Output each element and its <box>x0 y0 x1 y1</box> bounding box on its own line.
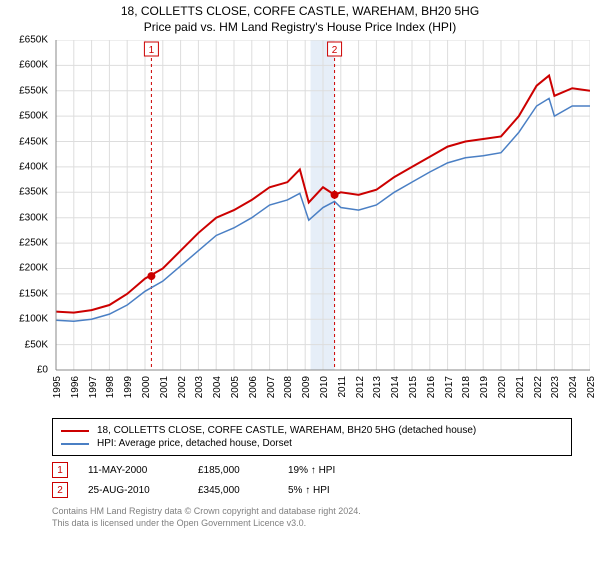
x-axis-tick-label: 2011 <box>337 376 348 398</box>
chart-title-block: 18, COLLETTS CLOSE, CORFE CASTLE, WAREHA… <box>0 4 600 34</box>
x-axis-tick-label: 2006 <box>248 376 259 398</box>
x-axis-tick-label: 1998 <box>105 376 116 398</box>
marker-date: 11-MAY-2000 <box>88 465 198 476</box>
y-axis-tick-label: £0 <box>0 365 48 376</box>
legend-item: 18, COLLETTS CLOSE, CORFE CASTLE, WAREHA… <box>61 425 563 436</box>
x-axis-tick-label: 2024 <box>568 376 579 398</box>
y-axis-tick-label: £550K <box>0 85 48 96</box>
x-axis-tick-label: 2000 <box>141 376 152 398</box>
y-axis-tick-label: £50K <box>0 339 48 350</box>
sale-marker-row: 1 11-MAY-2000£185,00019% ↑ HPI <box>52 462 572 478</box>
y-axis-tick-label: £200K <box>0 263 48 274</box>
x-axis-tick-label: 2021 <box>515 376 526 398</box>
x-axis-tick-label: 2003 <box>194 376 205 398</box>
legend: 18, COLLETTS CLOSE, CORFE CASTLE, WAREHA… <box>52 418 572 456</box>
legend-swatch <box>61 443 89 445</box>
legend-item: HPI: Average price, detached house, Dors… <box>61 438 563 449</box>
chart-area: 12 £0£50K£100K£150K£200K£250K£300K£350K£… <box>10 40 590 410</box>
x-axis-tick-label: 2009 <box>301 376 312 398</box>
line-chart-svg: 12 <box>10 40 590 410</box>
y-axis-tick-label: £450K <box>0 136 48 147</box>
footer-attribution: Contains HM Land Registry data © Crown c… <box>52 506 572 529</box>
x-axis-tick-label: 2017 <box>444 376 455 398</box>
x-axis-tick-label: 2008 <box>283 376 294 398</box>
svg-text:1: 1 <box>149 45 155 56</box>
footer-line-1: Contains HM Land Registry data © Crown c… <box>52 506 572 518</box>
legend-label: 18, COLLETTS CLOSE, CORFE CASTLE, WAREHA… <box>97 425 476 436</box>
y-axis-tick-label: £400K <box>0 161 48 172</box>
marker-delta: 19% ↑ HPI <box>288 465 398 476</box>
y-axis-tick-label: £600K <box>0 60 48 71</box>
marker-date: 25-AUG-2010 <box>88 485 198 496</box>
x-axis-tick-label: 2007 <box>266 376 277 398</box>
x-axis-tick-label: 2025 <box>586 376 597 398</box>
x-axis-tick-label: 2015 <box>408 376 419 398</box>
x-axis-tick-label: 2022 <box>533 376 544 398</box>
x-axis-tick-label: 2018 <box>461 376 472 398</box>
x-axis-tick-label: 2004 <box>212 376 223 398</box>
y-axis-tick-label: £300K <box>0 212 48 223</box>
x-axis-tick-label: 1995 <box>52 376 63 398</box>
x-axis-tick-label: 1997 <box>88 376 99 398</box>
x-axis-tick-label: 2014 <box>390 376 401 398</box>
legend-label: HPI: Average price, detached house, Dors… <box>97 438 292 449</box>
marker-delta: 5% ↑ HPI <box>288 485 398 496</box>
x-axis-tick-label: 2023 <box>550 376 561 398</box>
y-axis-tick-label: £250K <box>0 238 48 249</box>
x-axis-tick-label: 1996 <box>70 376 81 398</box>
marker-price: £185,000 <box>198 465 288 476</box>
y-axis-tick-label: £100K <box>0 314 48 325</box>
x-axis-tick-label: 2020 <box>497 376 508 398</box>
x-axis-tick-label: 2005 <box>230 376 241 398</box>
title-line-1: 18, COLLETTS CLOSE, CORFE CASTLE, WAREHA… <box>0 4 600 18</box>
marker-badge: 1 <box>52 462 68 478</box>
x-axis-tick-label: 2016 <box>426 376 437 398</box>
x-axis-tick-label: 2001 <box>159 376 170 398</box>
marker-badge: 2 <box>52 482 68 498</box>
y-axis-tick-label: £650K <box>0 35 48 46</box>
sale-markers: 1 11-MAY-2000£185,00019% ↑ HPI 2 25-AUG-201… <box>52 462 572 498</box>
y-axis-tick-label: £500K <box>0 111 48 122</box>
footer-line-2: This data is licensed under the Open Gov… <box>52 518 572 530</box>
y-axis-tick-label: £350K <box>0 187 48 198</box>
x-axis-tick-label: 2013 <box>372 376 383 398</box>
title-line-2: Price paid vs. HM Land Registry's House … <box>0 20 600 34</box>
x-axis-tick-label: 2002 <box>177 376 188 398</box>
x-axis-tick-label: 1999 <box>123 376 134 398</box>
marker-price: £345,000 <box>198 485 288 496</box>
svg-text:2: 2 <box>332 45 338 56</box>
x-axis-tick-label: 2012 <box>355 376 366 398</box>
x-axis-tick-label: 2019 <box>479 376 490 398</box>
sale-marker-row: 2 25-AUG-2010£345,0005% ↑ HPI <box>52 482 572 498</box>
x-axis-tick-label: 2010 <box>319 376 330 398</box>
y-axis-tick-label: £150K <box>0 288 48 299</box>
legend-swatch <box>61 430 89 432</box>
